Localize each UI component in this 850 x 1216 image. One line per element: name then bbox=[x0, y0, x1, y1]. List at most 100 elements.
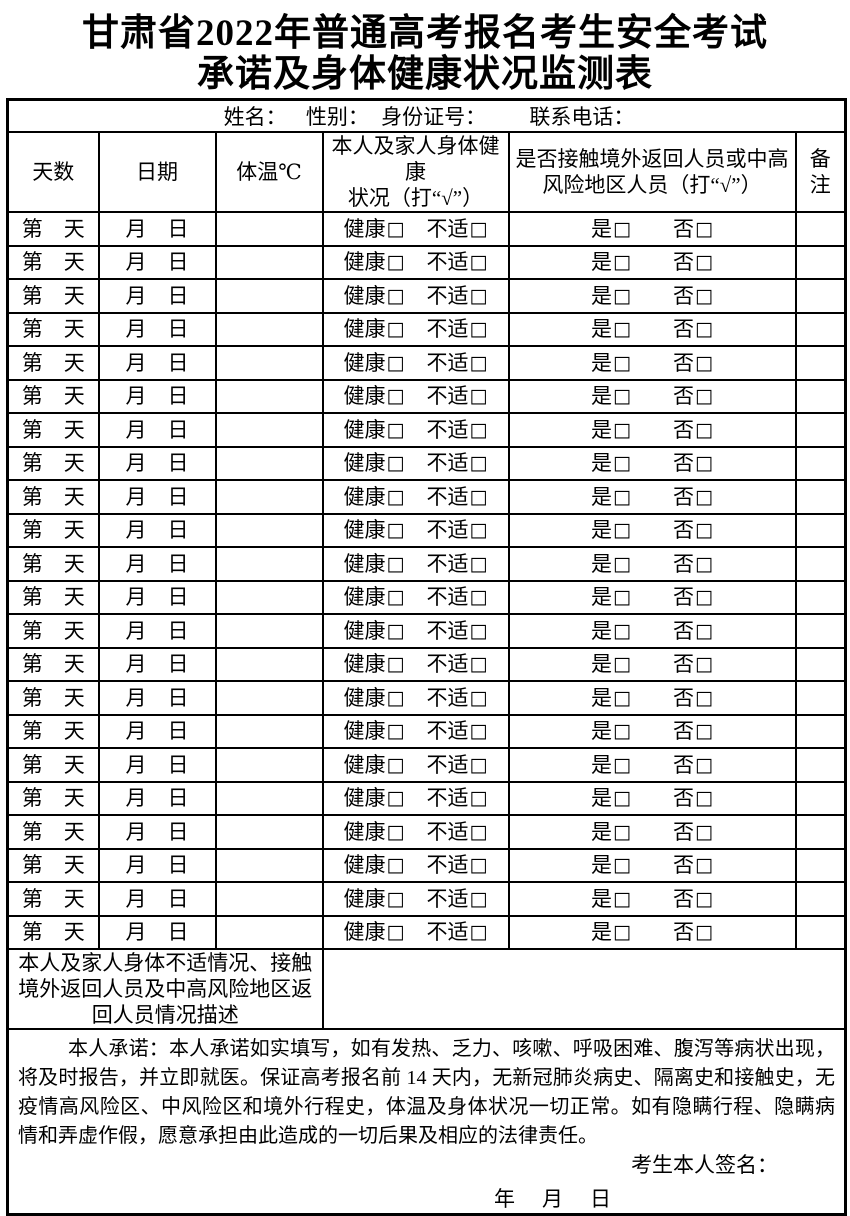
temperature-cell[interactable] bbox=[214, 613, 324, 649]
healthy-checkbox[interactable]: □ bbox=[386, 418, 405, 441]
no-checkbox[interactable]: □ bbox=[695, 452, 713, 475]
day-cell[interactable]: 第 天 bbox=[6, 512, 100, 548]
day-cell[interactable]: 第 天 bbox=[6, 211, 100, 247]
healthy-checkbox[interactable]: □ bbox=[386, 653, 405, 676]
remark-cell[interactable] bbox=[794, 780, 847, 816]
day-cell[interactable]: 第 天 bbox=[6, 713, 100, 749]
temperature-cell[interactable] bbox=[214, 412, 324, 448]
temperature-cell[interactable] bbox=[214, 311, 324, 347]
temperature-cell[interactable] bbox=[214, 378, 324, 414]
temperature-cell[interactable] bbox=[214, 244, 324, 280]
remark-cell[interactable] bbox=[794, 378, 847, 414]
no-checkbox[interactable]: □ bbox=[695, 284, 713, 307]
yes-checkbox[interactable]: □ bbox=[613, 720, 631, 743]
remark-cell[interactable] bbox=[794, 646, 847, 682]
date-cell[interactable]: 月 日 bbox=[97, 713, 217, 749]
day-cell[interactable]: 第 天 bbox=[6, 378, 100, 414]
date-cell[interactable]: 月 日 bbox=[97, 613, 217, 649]
unwell-checkbox[interactable]: □ bbox=[469, 854, 488, 877]
remark-cell[interactable] bbox=[794, 211, 847, 247]
unwell-checkbox[interactable]: □ bbox=[469, 653, 488, 676]
date-cell[interactable]: 月 日 bbox=[97, 278, 217, 314]
unwell-checkbox[interactable]: □ bbox=[469, 720, 488, 743]
date-cell[interactable]: 月 日 bbox=[97, 646, 217, 682]
healthy-checkbox[interactable]: □ bbox=[386, 217, 405, 240]
no-checkbox[interactable]: □ bbox=[695, 351, 713, 374]
date-cell[interactable]: 月 日 bbox=[97, 546, 217, 582]
date-cell[interactable]: 月 日 bbox=[97, 311, 217, 347]
remark-cell[interactable] bbox=[794, 345, 847, 381]
unwell-checkbox[interactable]: □ bbox=[469, 318, 488, 341]
unwell-checkbox[interactable]: □ bbox=[469, 921, 488, 944]
healthy-checkbox[interactable]: □ bbox=[386, 351, 405, 374]
unwell-checkbox[interactable]: □ bbox=[469, 586, 488, 609]
unwell-checkbox[interactable]: □ bbox=[469, 351, 488, 374]
no-checkbox[interactable]: □ bbox=[695, 887, 713, 910]
date-cell[interactable]: 月 日 bbox=[97, 579, 217, 615]
temperature-cell[interactable] bbox=[214, 914, 324, 950]
day-cell[interactable]: 第 天 bbox=[6, 278, 100, 314]
yes-checkbox[interactable]: □ bbox=[613, 787, 631, 810]
remark-cell[interactable] bbox=[794, 881, 847, 917]
healthy-checkbox[interactable]: □ bbox=[386, 619, 405, 642]
healthy-checkbox[interactable]: □ bbox=[386, 686, 405, 709]
yes-checkbox[interactable]: □ bbox=[613, 385, 631, 408]
temperature-cell[interactable] bbox=[214, 814, 324, 850]
signature-date-line[interactable]: 年 月 日 bbox=[494, 1187, 615, 1211]
remark-cell[interactable] bbox=[794, 278, 847, 314]
no-checkbox[interactable]: □ bbox=[695, 251, 713, 274]
no-checkbox[interactable]: □ bbox=[695, 217, 713, 240]
day-cell[interactable]: 第 天 bbox=[6, 680, 100, 716]
unwell-checkbox[interactable]: □ bbox=[469, 251, 488, 274]
no-checkbox[interactable]: □ bbox=[695, 586, 713, 609]
no-checkbox[interactable]: □ bbox=[695, 552, 713, 575]
temperature-cell[interactable] bbox=[214, 546, 324, 582]
yes-checkbox[interactable]: □ bbox=[613, 418, 631, 441]
yes-checkbox[interactable]: □ bbox=[613, 351, 631, 374]
healthy-checkbox[interactable]: □ bbox=[386, 485, 405, 508]
unwell-checkbox[interactable]: □ bbox=[469, 887, 488, 910]
remark-cell[interactable] bbox=[794, 579, 847, 615]
yes-checkbox[interactable]: □ bbox=[613, 552, 631, 575]
healthy-checkbox[interactable]: □ bbox=[386, 552, 405, 575]
date-cell[interactable]: 月 日 bbox=[97, 345, 217, 381]
temperature-cell[interactable] bbox=[214, 847, 324, 883]
no-checkbox[interactable]: □ bbox=[695, 519, 713, 542]
no-checkbox[interactable]: □ bbox=[695, 720, 713, 743]
unwell-checkbox[interactable]: □ bbox=[469, 385, 488, 408]
date-cell[interactable]: 月 日 bbox=[97, 412, 217, 448]
healthy-checkbox[interactable]: □ bbox=[386, 452, 405, 475]
temperature-cell[interactable] bbox=[214, 278, 324, 314]
unwell-checkbox[interactable]: □ bbox=[469, 284, 488, 307]
yes-checkbox[interactable]: □ bbox=[613, 619, 631, 642]
remark-cell[interactable] bbox=[794, 412, 847, 448]
healthy-checkbox[interactable]: □ bbox=[386, 385, 405, 408]
remark-cell[interactable] bbox=[794, 914, 847, 950]
no-checkbox[interactable]: □ bbox=[695, 686, 713, 709]
temperature-cell[interactable] bbox=[214, 345, 324, 381]
day-cell[interactable]: 第 天 bbox=[6, 646, 100, 682]
remark-cell[interactable] bbox=[794, 311, 847, 347]
day-cell[interactable]: 第 天 bbox=[6, 311, 100, 347]
no-checkbox[interactable]: □ bbox=[695, 921, 713, 944]
unwell-checkbox[interactable]: □ bbox=[469, 519, 488, 542]
unwell-checkbox[interactable]: □ bbox=[469, 753, 488, 776]
description-input-cell[interactable] bbox=[321, 948, 847, 1030]
date-cell[interactable]: 月 日 bbox=[97, 378, 217, 414]
yes-checkbox[interactable]: □ bbox=[613, 485, 631, 508]
yes-checkbox[interactable]: □ bbox=[613, 887, 631, 910]
yes-checkbox[interactable]: □ bbox=[613, 251, 631, 274]
yes-checkbox[interactable]: □ bbox=[613, 653, 631, 676]
info-cell[interactable]: 姓名： 性别： 身份证号： 联系电话： bbox=[6, 98, 847, 133]
unwell-checkbox[interactable]: □ bbox=[469, 452, 488, 475]
day-cell[interactable]: 第 天 bbox=[6, 412, 100, 448]
date-cell[interactable]: 月 日 bbox=[97, 445, 217, 481]
temperature-cell[interactable] bbox=[214, 680, 324, 716]
date-cell[interactable]: 月 日 bbox=[97, 847, 217, 883]
day-cell[interactable]: 第 天 bbox=[6, 445, 100, 481]
temperature-cell[interactable] bbox=[214, 512, 324, 548]
healthy-checkbox[interactable]: □ bbox=[386, 887, 405, 910]
yes-checkbox[interactable]: □ bbox=[613, 284, 631, 307]
remark-cell[interactable] bbox=[794, 847, 847, 883]
day-cell[interactable]: 第 天 bbox=[6, 546, 100, 582]
